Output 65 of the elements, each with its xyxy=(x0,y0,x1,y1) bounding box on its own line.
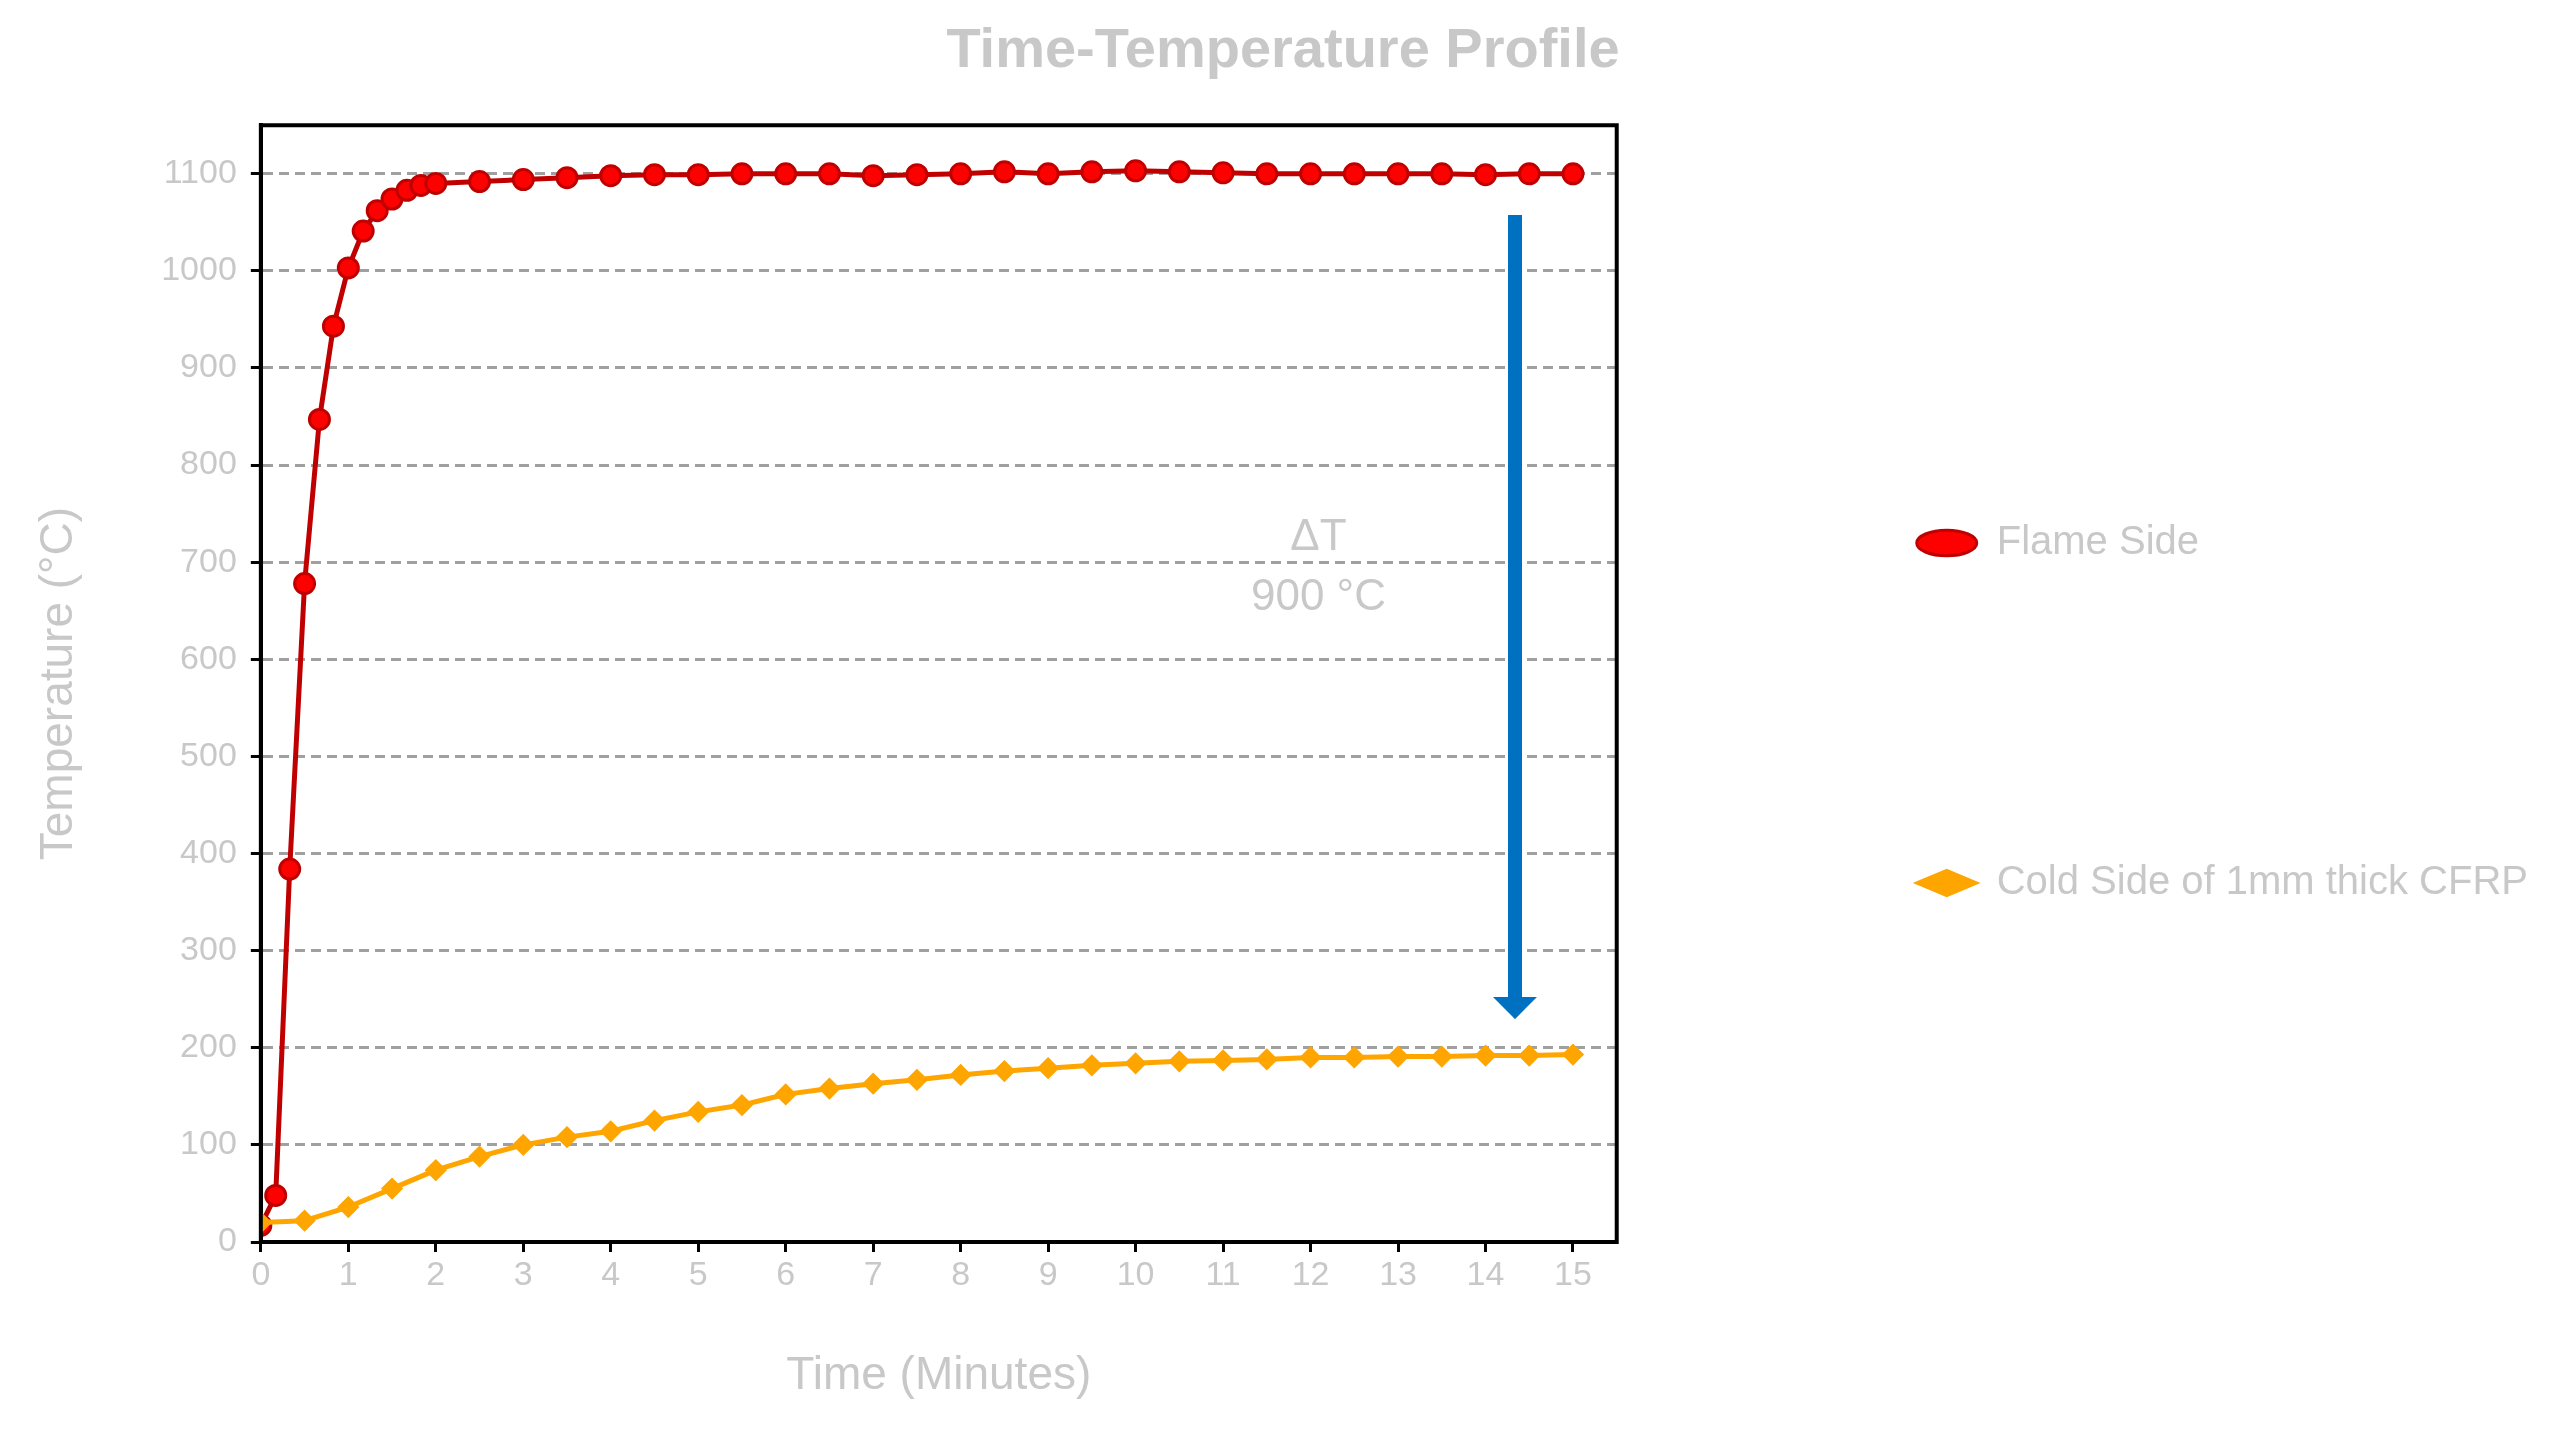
point xyxy=(556,1126,578,1148)
point xyxy=(1211,161,1235,185)
point xyxy=(511,168,535,192)
point xyxy=(1387,1046,1409,1068)
point xyxy=(950,1064,972,1086)
point xyxy=(321,314,345,338)
point xyxy=(1212,1049,1234,1071)
point xyxy=(1168,1050,1190,1072)
point xyxy=(1081,1054,1103,1076)
point xyxy=(642,163,666,187)
point xyxy=(905,163,929,187)
point xyxy=(555,166,579,190)
point xyxy=(381,1178,403,1200)
point xyxy=(730,162,754,186)
point xyxy=(1562,1044,1584,1066)
point xyxy=(1517,162,1541,186)
point xyxy=(365,199,389,223)
point xyxy=(425,1159,447,1181)
point xyxy=(1300,1046,1322,1068)
point xyxy=(686,163,710,187)
point xyxy=(731,1094,753,1116)
point xyxy=(643,1110,665,1132)
point xyxy=(774,162,798,186)
point xyxy=(993,1060,1015,1082)
point xyxy=(469,1146,491,1168)
point xyxy=(424,171,448,195)
point xyxy=(600,1120,622,1142)
point xyxy=(1430,162,1454,186)
point xyxy=(294,1210,316,1232)
point xyxy=(1474,163,1498,187)
point xyxy=(1167,160,1191,184)
point xyxy=(1342,162,1366,186)
point xyxy=(1036,162,1060,186)
point xyxy=(1431,1046,1453,1068)
point xyxy=(1255,162,1279,186)
point xyxy=(949,162,973,186)
point xyxy=(351,219,375,243)
point xyxy=(337,1196,359,1218)
point xyxy=(293,572,317,596)
point xyxy=(861,164,885,188)
point xyxy=(817,162,841,186)
point xyxy=(1475,1045,1497,1067)
point xyxy=(775,1083,797,1105)
point xyxy=(1124,159,1148,183)
point xyxy=(1386,162,1410,186)
point xyxy=(1299,162,1323,186)
point xyxy=(278,857,302,881)
point xyxy=(906,1069,928,1091)
point xyxy=(818,1078,840,1100)
point xyxy=(862,1073,884,1095)
point xyxy=(687,1101,709,1123)
point xyxy=(264,1183,288,1207)
point xyxy=(468,170,492,194)
point xyxy=(307,407,331,431)
point xyxy=(1561,162,1585,186)
point xyxy=(992,160,1016,184)
point xyxy=(1080,160,1104,184)
point xyxy=(1343,1046,1365,1068)
point xyxy=(1037,1057,1059,1079)
point xyxy=(336,256,360,280)
point xyxy=(1125,1052,1147,1074)
point xyxy=(512,1134,534,1156)
point xyxy=(599,164,623,188)
point xyxy=(1256,1048,1278,1070)
point xyxy=(1518,1045,1540,1067)
